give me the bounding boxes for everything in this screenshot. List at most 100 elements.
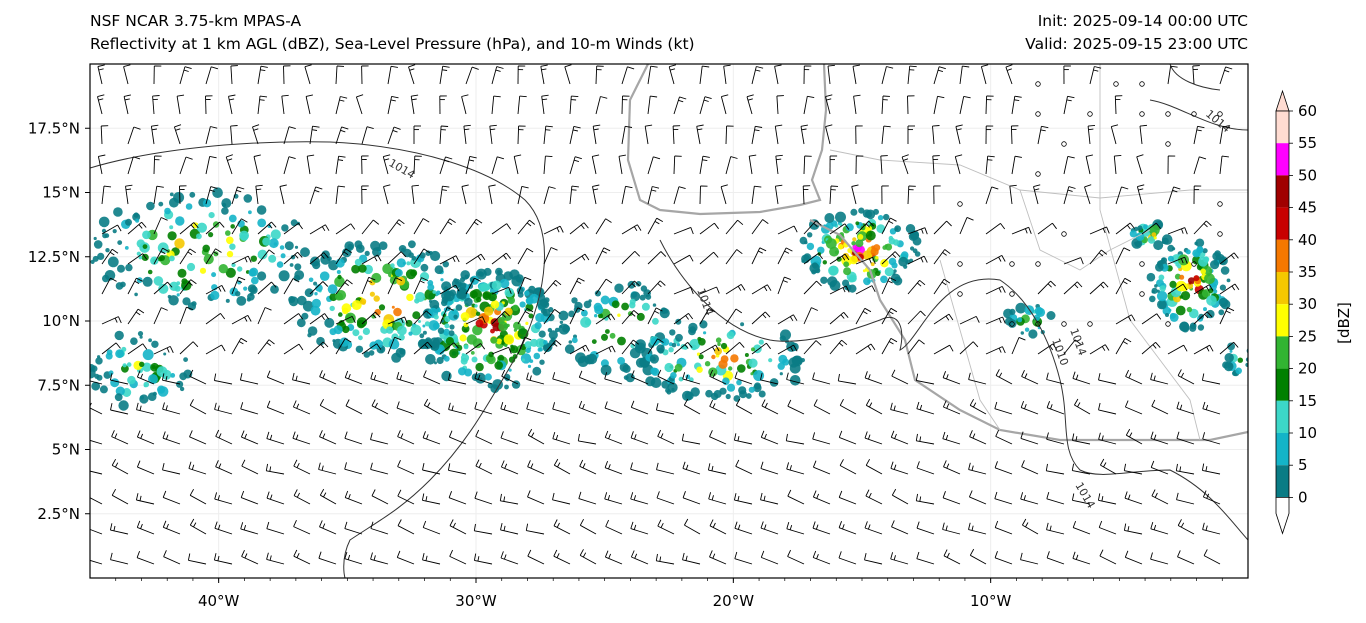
reflectivity-cell xyxy=(665,388,670,393)
reflectivity-cell xyxy=(912,248,918,254)
wind-barb xyxy=(579,549,597,565)
reflectivity-cell xyxy=(504,343,508,348)
wind-barb xyxy=(231,276,246,295)
reflectivity-cell xyxy=(236,296,247,306)
wind-barb xyxy=(527,549,545,565)
reflectivity-cell xyxy=(208,212,215,219)
colorbar-tick-label: 35 xyxy=(1298,263,1317,281)
reflectivity-cell xyxy=(862,250,873,260)
wind-barb xyxy=(517,308,534,325)
reflectivity-cell xyxy=(422,339,433,350)
reflectivity-cell xyxy=(270,285,279,294)
reflectivity-cell xyxy=(472,338,483,349)
wind-barb xyxy=(707,463,727,475)
reflectivity-cell xyxy=(1204,273,1215,285)
wind-barb xyxy=(595,96,608,115)
reflectivity-cell xyxy=(333,325,343,335)
wind-barb xyxy=(777,225,798,235)
reflectivity-cell xyxy=(877,215,884,221)
wind-barb xyxy=(699,185,708,205)
wind-barb xyxy=(283,222,303,235)
reflectivity-cell xyxy=(463,328,468,333)
wind-barb xyxy=(361,155,369,175)
wind-barb xyxy=(97,64,105,85)
reflectivity-cell xyxy=(875,270,881,276)
reflectivity-cell xyxy=(94,373,100,379)
wind-barb xyxy=(543,340,562,355)
reflectivity-cell xyxy=(199,267,207,274)
wind-barb xyxy=(283,313,304,325)
wind-barb xyxy=(1219,341,1239,355)
reflectivity-cell xyxy=(593,302,603,312)
reflectivity-cell xyxy=(525,321,529,325)
reflectivity-cell xyxy=(664,362,674,373)
wind-barb xyxy=(448,402,467,415)
wind-barb xyxy=(517,276,532,295)
wind-barb xyxy=(803,307,818,325)
reflectivity-cell xyxy=(425,250,432,256)
reflectivity-cell xyxy=(758,390,766,398)
wind-barb xyxy=(473,553,493,565)
reflectivity-cell xyxy=(491,280,502,291)
reflectivity-cell xyxy=(705,389,713,398)
wind-barb xyxy=(673,313,694,325)
reflectivity-cell xyxy=(163,352,167,356)
reflectivity-cell xyxy=(1149,295,1156,303)
reflectivity-cell xyxy=(542,343,552,353)
reflectivity-cell xyxy=(1156,279,1164,288)
wind-barb xyxy=(465,277,481,295)
reflectivity-cell xyxy=(150,256,159,265)
calm-wind-marker xyxy=(1009,291,1015,297)
wind-barb xyxy=(1046,401,1065,415)
reflectivity-cell xyxy=(164,207,171,215)
lat-tick-label: 2.5°N xyxy=(37,505,80,523)
reflectivity-cell xyxy=(115,282,124,290)
reflectivity-cell xyxy=(319,271,330,282)
wind-barb xyxy=(968,372,987,385)
reflectivity-cell xyxy=(92,255,99,262)
reflectivity-cell xyxy=(1160,257,1168,264)
wind-barb xyxy=(127,156,141,175)
wind-barb xyxy=(90,470,103,475)
wind-barb xyxy=(1219,66,1233,85)
wind-barb xyxy=(205,126,218,145)
wind-barb xyxy=(751,125,763,145)
wind-barb xyxy=(517,185,529,205)
lat-tick-label: 7.5°N xyxy=(37,376,80,394)
wind-barb xyxy=(1115,277,1132,295)
reflectivity-cell xyxy=(619,362,629,372)
reflectivity-cell xyxy=(1200,268,1206,275)
reflectivity-cell xyxy=(753,370,765,382)
wind-barb xyxy=(205,66,219,85)
reflectivity-cell xyxy=(221,207,229,215)
wind-barb xyxy=(1125,369,1143,385)
wind-barb xyxy=(397,519,415,535)
wind-barb xyxy=(541,94,549,115)
calm-wind-marker xyxy=(1139,261,1145,267)
reflectivity-cell xyxy=(789,375,801,386)
wind-barb xyxy=(630,550,649,565)
lat-tick-label: 17.5°N xyxy=(28,119,80,137)
wind-barb xyxy=(994,461,1013,475)
wind-barb xyxy=(1115,186,1129,205)
wind-barb xyxy=(803,65,812,85)
wind-barb xyxy=(240,430,259,445)
wind-barb xyxy=(543,225,564,235)
wind-barb xyxy=(681,433,701,445)
wind-barb xyxy=(1167,155,1176,175)
wind-barb xyxy=(543,309,561,325)
reflectivity-cell xyxy=(1167,255,1174,262)
wind-barb xyxy=(985,255,1006,265)
wind-barb xyxy=(552,431,571,445)
wind-barb xyxy=(1098,432,1117,445)
reflectivity-cell xyxy=(1206,295,1217,306)
wind-barb xyxy=(803,95,815,115)
reflectivity-cell xyxy=(726,331,735,340)
wind-barb xyxy=(829,253,850,265)
reflectivity-cell xyxy=(549,339,556,346)
wind-barb xyxy=(621,339,639,355)
wind-barb xyxy=(969,548,987,565)
wind-barb xyxy=(916,461,935,475)
calm-wind-marker xyxy=(957,261,963,267)
reflectivity-cell xyxy=(449,348,459,359)
